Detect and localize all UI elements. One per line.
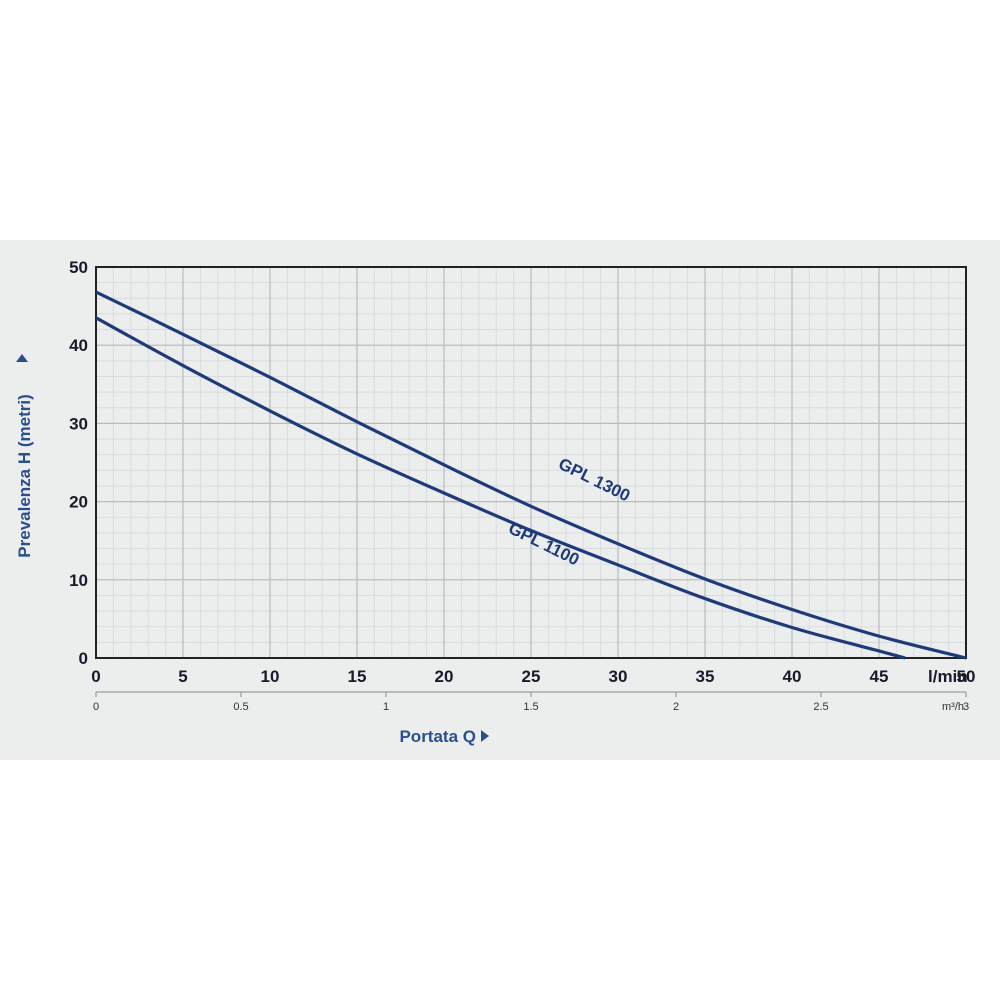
x-tick-label: 40 xyxy=(783,667,802,686)
pump-curve-chart: 0 5 10 15 20 25 30 35 40 45 50 0 10 20 30 40 50 0 0.5 1 1.5 2… xyxy=(15,258,976,746)
x-axis-title-arrow-icon xyxy=(481,730,489,742)
secondary-x-tick-label: 0 xyxy=(93,701,99,713)
x-axis-title: Portata Q xyxy=(399,727,476,746)
y-tick-label: 30 xyxy=(69,414,88,433)
series-label: GPL 1100 xyxy=(505,519,582,570)
secondary-x-unit-label-text: m³/h xyxy=(942,701,964,713)
secondary-x-tick-label: 1 xyxy=(383,701,389,713)
series-line xyxy=(95,290,967,660)
secondary-x-tick-label: 1.5 xyxy=(523,701,538,713)
y-tick-label: 0 xyxy=(79,649,88,668)
x-tick-label: 50 xyxy=(957,667,976,686)
series-label: GPL 1300 xyxy=(556,454,634,505)
x-tick-label: 25 xyxy=(522,667,541,686)
secondary-x-unit-label: m³/h xyxy=(942,701,964,713)
secondary-x-tick-label: 3 xyxy=(963,701,969,713)
x-tick-label: 35 xyxy=(696,667,715,686)
y-tick-label: 40 xyxy=(69,336,88,355)
y-tick-label: 20 xyxy=(69,493,88,512)
chart-panel: 0 5 10 15 20 25 30 35 40 45 50 0 10 20 30 40 50 0 0.5 1 1.5 2… xyxy=(0,240,1000,760)
x-tick-label: 45 xyxy=(870,667,889,686)
x-tick-label: 0 xyxy=(91,667,100,686)
x-unit-label: l/min xyxy=(928,667,968,686)
x-tick-label: 30 xyxy=(609,667,628,686)
y-tick-label: 10 xyxy=(69,571,88,590)
series-line xyxy=(95,316,906,660)
y-axis-title-arrow-icon xyxy=(16,354,28,362)
y-tick-label: 50 xyxy=(69,258,88,277)
x-tick-label: 20 xyxy=(435,667,454,686)
secondary-x-tick-label: 2.5 xyxy=(813,701,828,713)
plot-frame xyxy=(95,266,967,659)
secondary-x-tick-label: 0.5 xyxy=(233,701,248,713)
x-tick-label: 10 xyxy=(261,667,280,686)
x-tick-label: 5 xyxy=(178,667,187,686)
secondary-x-tick-label: 2 xyxy=(673,701,679,713)
major-grid xyxy=(95,266,967,659)
y-axis-title: Prevalenza H (metri) xyxy=(15,394,34,557)
curves xyxy=(95,290,967,660)
x-tick-label: 15 xyxy=(348,667,367,686)
